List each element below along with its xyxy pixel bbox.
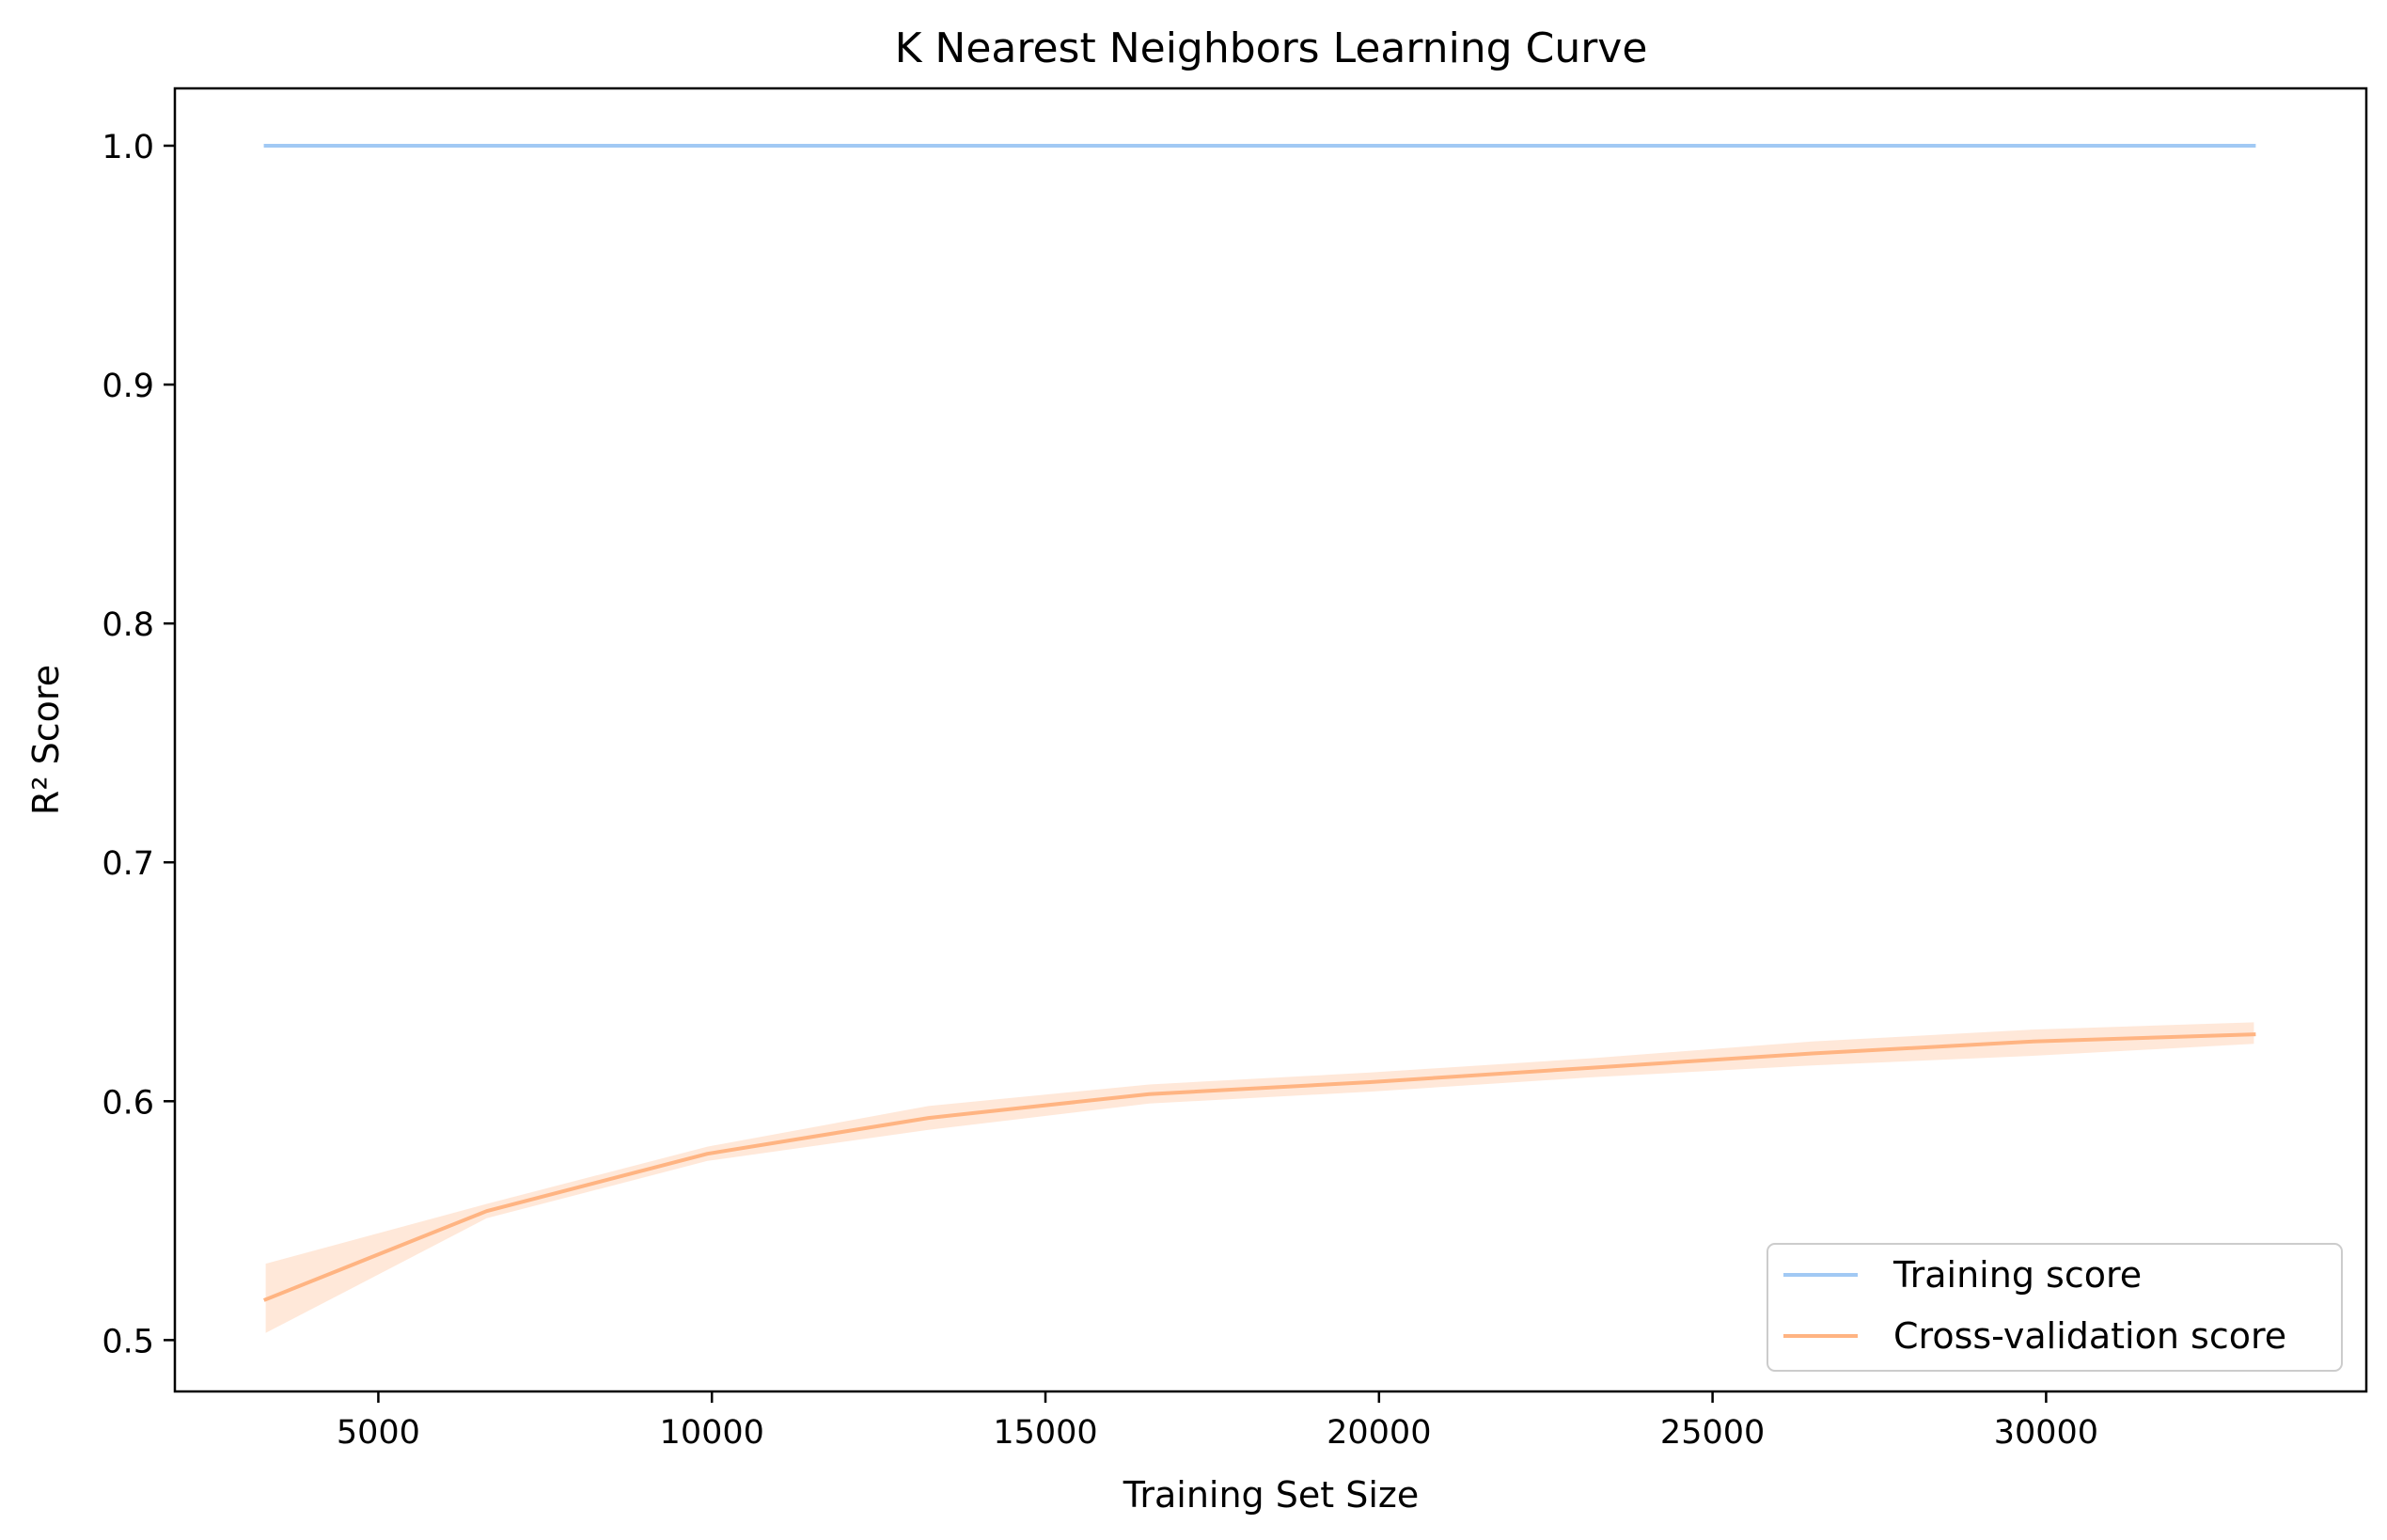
y-tick-label: 0.9 [102,368,154,405]
legend: Training score Cross-validation score [1767,1243,2343,1372]
y-tick-label: 0.8 [102,606,154,644]
x-axis-label: Training Set Size [1123,1474,1420,1516]
confidence-bands [265,1022,2254,1333]
series-lines [263,144,2256,1302]
y-axis-label: R² Score [25,665,67,815]
y-axis-ticks: 0.5 0.6 0.7 0.8 0.9 1.0 [102,129,175,1360]
plot-area-frame [173,86,2368,1393]
chart-title: K Nearest Neighbors Learning Curve [895,24,1648,72]
y-tick-label: 0.5 [102,1323,154,1360]
legend-label-training-score: Training score [1892,1254,2142,1296]
x-tick-label: 30000 [1994,1414,2098,1452]
y-tick-label: 1.0 [102,129,154,166]
y-tick-label: 0.7 [102,845,154,883]
y-tick-label: 0.6 [102,1084,154,1122]
x-tick-label: 5000 [337,1414,420,1452]
line-cross-validation-score [263,1032,2256,1302]
x-tick-label: 15000 [993,1414,1097,1452]
x-tick-label: 20000 [1327,1414,1431,1452]
x-axis-ticks: 5000 10000 15000 20000 25000 30000 [337,1391,2098,1452]
x-tick-label: 25000 [1660,1414,1765,1452]
x-tick-label: 10000 [660,1414,764,1452]
legend-label-cross-validation-score: Cross-validation score [1893,1315,2286,1357]
band-cross-validation-score [265,1022,2254,1333]
legend-box [1767,1243,2343,1372]
